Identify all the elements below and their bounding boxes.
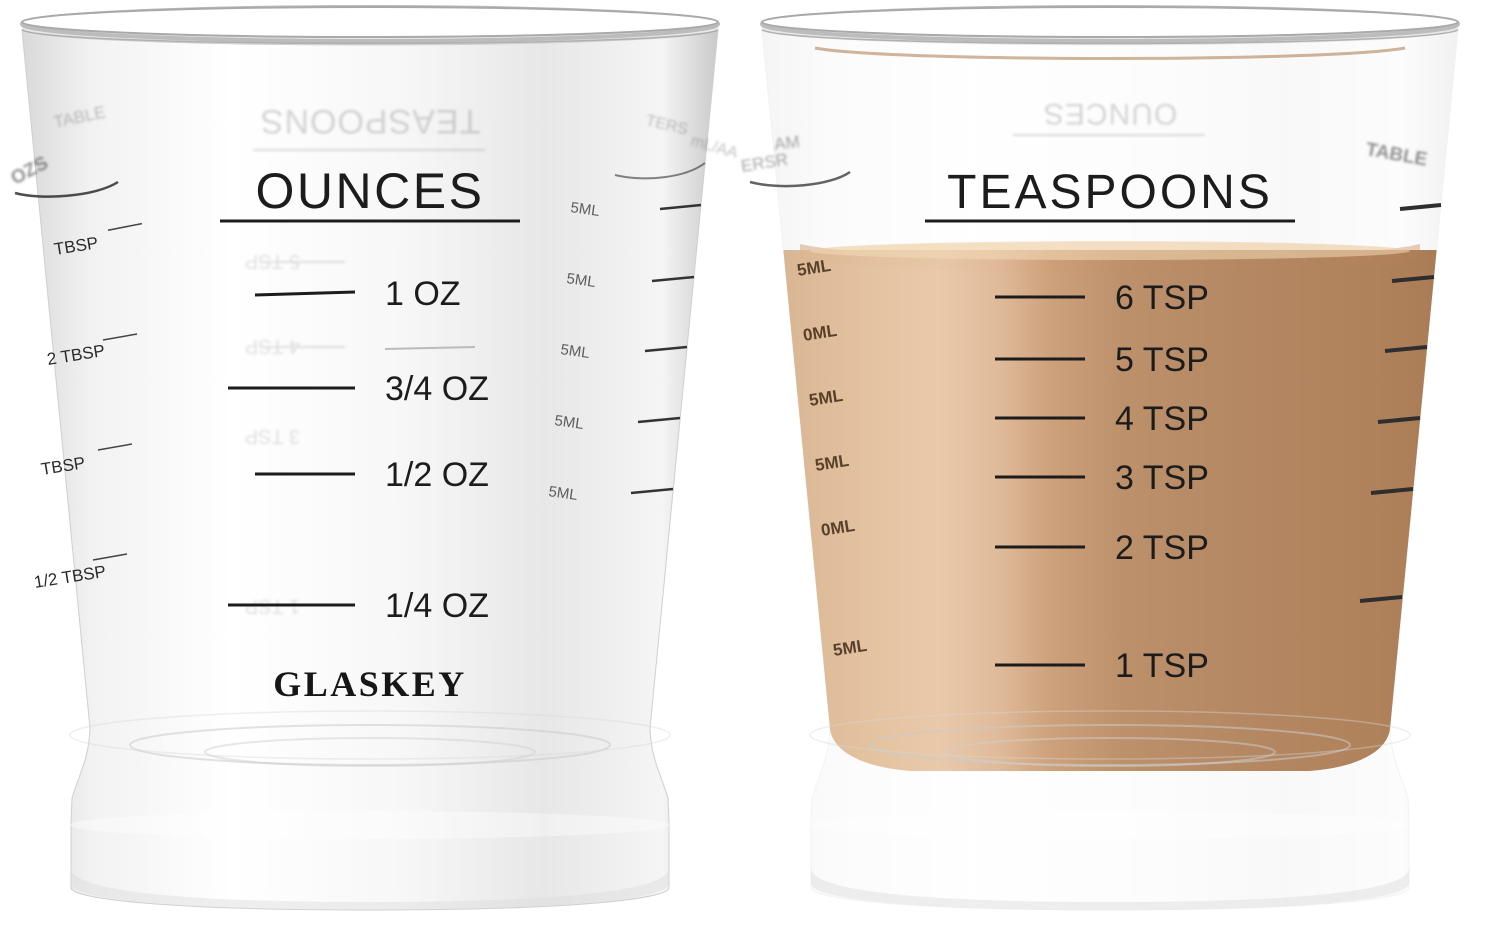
svg-text:2 TSP: 2 TSP bbox=[1115, 529, 1209, 567]
svg-text:1/4 OZ: 1/4 OZ bbox=[385, 587, 489, 625]
svg-text:TEASPOONS: TEASPOONS bbox=[947, 166, 1273, 219]
svg-text:1 TSP: 1 TSP bbox=[1115, 647, 1209, 685]
svg-text:OUNCES: OUNCES bbox=[1043, 97, 1177, 130]
svg-text:3/4 OZ: 3/4 OZ bbox=[385, 370, 489, 408]
svg-text:1 OZ: 1 OZ bbox=[385, 275, 461, 313]
svg-text:4 TSP: 4 TSP bbox=[1115, 400, 1209, 438]
svg-text:TEASPOONS: TEASPOONS bbox=[260, 102, 481, 140]
svg-text:GLASKEY: GLASKEY bbox=[273, 664, 467, 704]
svg-text:6 TSP: 6 TSP bbox=[1115, 279, 1209, 317]
svg-text:3 TSP: 3 TSP bbox=[245, 425, 300, 447]
svg-text:1/2 OZ: 1/2 OZ bbox=[385, 456, 489, 494]
svg-text:OUNCES: OUNCES bbox=[256, 163, 485, 219]
svg-text:3 TSP: 3 TSP bbox=[1115, 459, 1209, 497]
svg-text:AM: AM bbox=[773, 132, 801, 154]
svg-text:5 TSP: 5 TSP bbox=[1115, 341, 1209, 379]
